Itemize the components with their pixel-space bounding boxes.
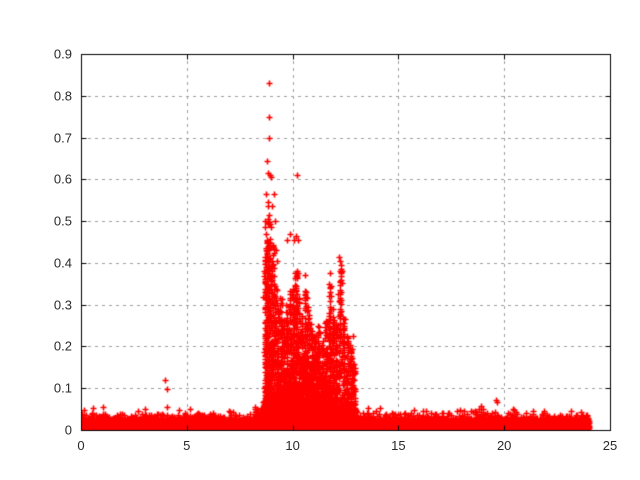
y-tick-label: 0.8 [53, 88, 72, 104]
y-tick-label: 0.2 [53, 338, 72, 354]
x-tick-label: 15 [391, 438, 406, 453]
y-tick-label: 0.6 [53, 171, 72, 187]
y-tick-label: 0.5 [53, 213, 72, 229]
y-tick-label: 0.4 [53, 255, 72, 271]
x-tick-label: 10 [285, 438, 300, 453]
y-tick-label: 0.9 [53, 46, 72, 62]
y-tick-label: 0.1 [53, 380, 72, 396]
x-tick-label: 25 [602, 438, 618, 453]
x-tick-label: 0 [77, 438, 85, 453]
x-tick-label: 20 [496, 438, 512, 453]
y-tick-label: 0.7 [53, 130, 72, 146]
y-tick-label: 0.3 [53, 297, 72, 313]
x-tick-label: 5 [183, 438, 191, 453]
y-tick-label: 0 [64, 422, 72, 438]
